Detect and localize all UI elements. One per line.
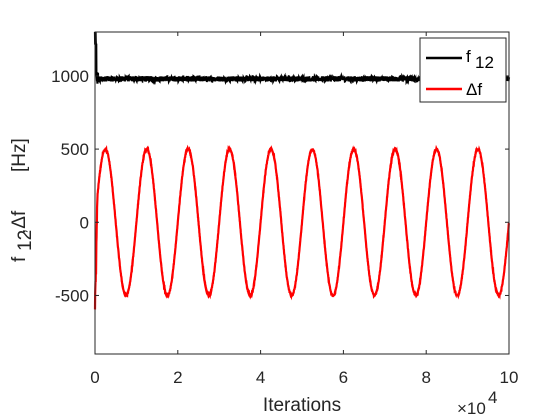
y-axis-label-unit: [Hz] <box>9 138 30 172</box>
x-tick-label: 4 <box>256 368 265 387</box>
legend-label-f12-sub: 12 <box>475 53 494 72</box>
x-tick-label: 0 <box>90 368 99 387</box>
series-line-delta-f <box>93 144 511 310</box>
legend-box <box>419 37 507 103</box>
x-exponent-power: 4 <box>488 388 497 407</box>
y-axis-label-main: f <box>9 256 30 262</box>
y-tick-label: 500 <box>61 140 89 159</box>
ticks-layer: 0 2 4 6 8 10 -500 0 500 1000 <box>51 32 518 387</box>
x-tick-label: 2 <box>173 368 182 387</box>
x-tick-label: 6 <box>339 368 348 387</box>
y-tick-label: -500 <box>55 286 89 305</box>
y-axis-label-sub: 12 <box>15 230 36 251</box>
legend: f 12 Δf <box>419 37 507 103</box>
plot-frame <box>94 31 510 355</box>
y-tick-label: 1000 <box>51 67 89 86</box>
legend-label-df: Δf <box>466 80 482 99</box>
x-tick-label: 10 <box>500 368 519 387</box>
y-axis-label: f 12 ,Δf [Hz] <box>9 138 36 262</box>
legend-label-f12: f <box>466 47 471 66</box>
y-axis-label-rest: ,Δf <box>9 210 30 234</box>
x-axis-label: Iterations <box>263 395 341 416</box>
x-exponent-label: ×10 4 <box>457 388 497 418</box>
x-tick-label: 8 <box>421 368 430 387</box>
y-tick-label: 0 <box>80 213 89 232</box>
x-exponent-base: ×10 <box>457 399 486 418</box>
